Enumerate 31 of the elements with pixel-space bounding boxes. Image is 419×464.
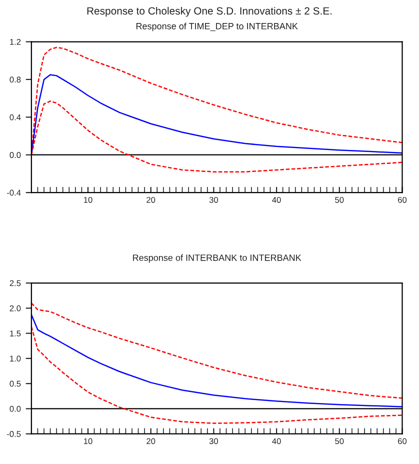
y-tick-label: 2.5 xyxy=(10,280,21,286)
chart-title: Response of INTERBANK to INTERBANK xyxy=(133,254,302,263)
x-tick-label: 40 xyxy=(272,438,281,444)
y-tick-label: -0.5 xyxy=(7,431,21,437)
y-tick-label: 1.5 xyxy=(10,330,21,336)
y-tick-label: 0.0 xyxy=(10,152,21,158)
x-tick-label: 60 xyxy=(398,438,407,444)
y-tick-label: -0.4 xyxy=(7,190,21,196)
y-tick-label: 0.8 xyxy=(10,76,21,83)
x-tick-label: 40 xyxy=(272,196,281,203)
line-series xyxy=(31,302,402,399)
y-tick-label: 0.4 xyxy=(10,114,21,120)
x-tick-label: 50 xyxy=(335,438,344,444)
x-tick-label: 20 xyxy=(146,196,156,203)
x-tick-label: 10 xyxy=(84,196,92,203)
y-tick-label: 0.5 xyxy=(10,380,21,387)
x-tick-label: 50 xyxy=(335,196,344,203)
y-tick-label: 0.0 xyxy=(10,406,21,412)
chart-subtitle: Response of TIME_DEP to INTERBANK xyxy=(136,22,298,32)
x-tick-label: 30 xyxy=(209,196,218,203)
x-tick-label: 10 xyxy=(84,438,92,444)
x-tick-label: 60 xyxy=(398,196,407,203)
x-tick-label: 20 xyxy=(146,438,156,444)
y-tick-label: 2.0 xyxy=(10,305,21,312)
line-series xyxy=(31,314,402,408)
line-series xyxy=(31,326,402,424)
line-series xyxy=(31,74,402,156)
chart-title: Response to Cholesky One S.D. Innovations ± 2 S.E. xyxy=(87,6,332,17)
x-tick-label: 30 xyxy=(209,438,218,444)
y-tick-label: 1.0 xyxy=(10,356,21,362)
y-tick-label: 1.2 xyxy=(10,38,21,45)
